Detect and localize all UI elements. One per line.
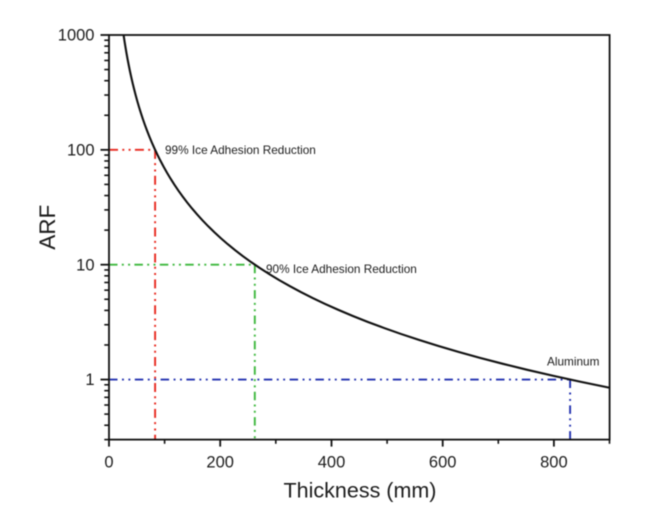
svg-text:Thickness (mm): Thickness (mm) — [284, 479, 437, 503]
svg-text:1: 1 — [85, 371, 94, 389]
svg-text:ARF: ARF — [35, 205, 60, 250]
svg-text:1000: 1000 — [58, 27, 95, 45]
svg-text:99% Ice Adhesion Reduction: 99% Ice Adhesion Reduction — [165, 143, 316, 157]
svg-text:600: 600 — [429, 453, 457, 471]
svg-text:100: 100 — [67, 141, 95, 159]
svg-text:800: 800 — [540, 453, 568, 471]
svg-text:200: 200 — [206, 453, 234, 471]
svg-text:0: 0 — [104, 453, 113, 471]
svg-text:Aluminum: Aluminum — [547, 355, 600, 369]
svg-text:90% Ice Adhesion Reduction: 90% Ice Adhesion Reduction — [266, 262, 417, 276]
svg-text:400: 400 — [318, 453, 346, 471]
svg-text:10: 10 — [76, 256, 94, 274]
